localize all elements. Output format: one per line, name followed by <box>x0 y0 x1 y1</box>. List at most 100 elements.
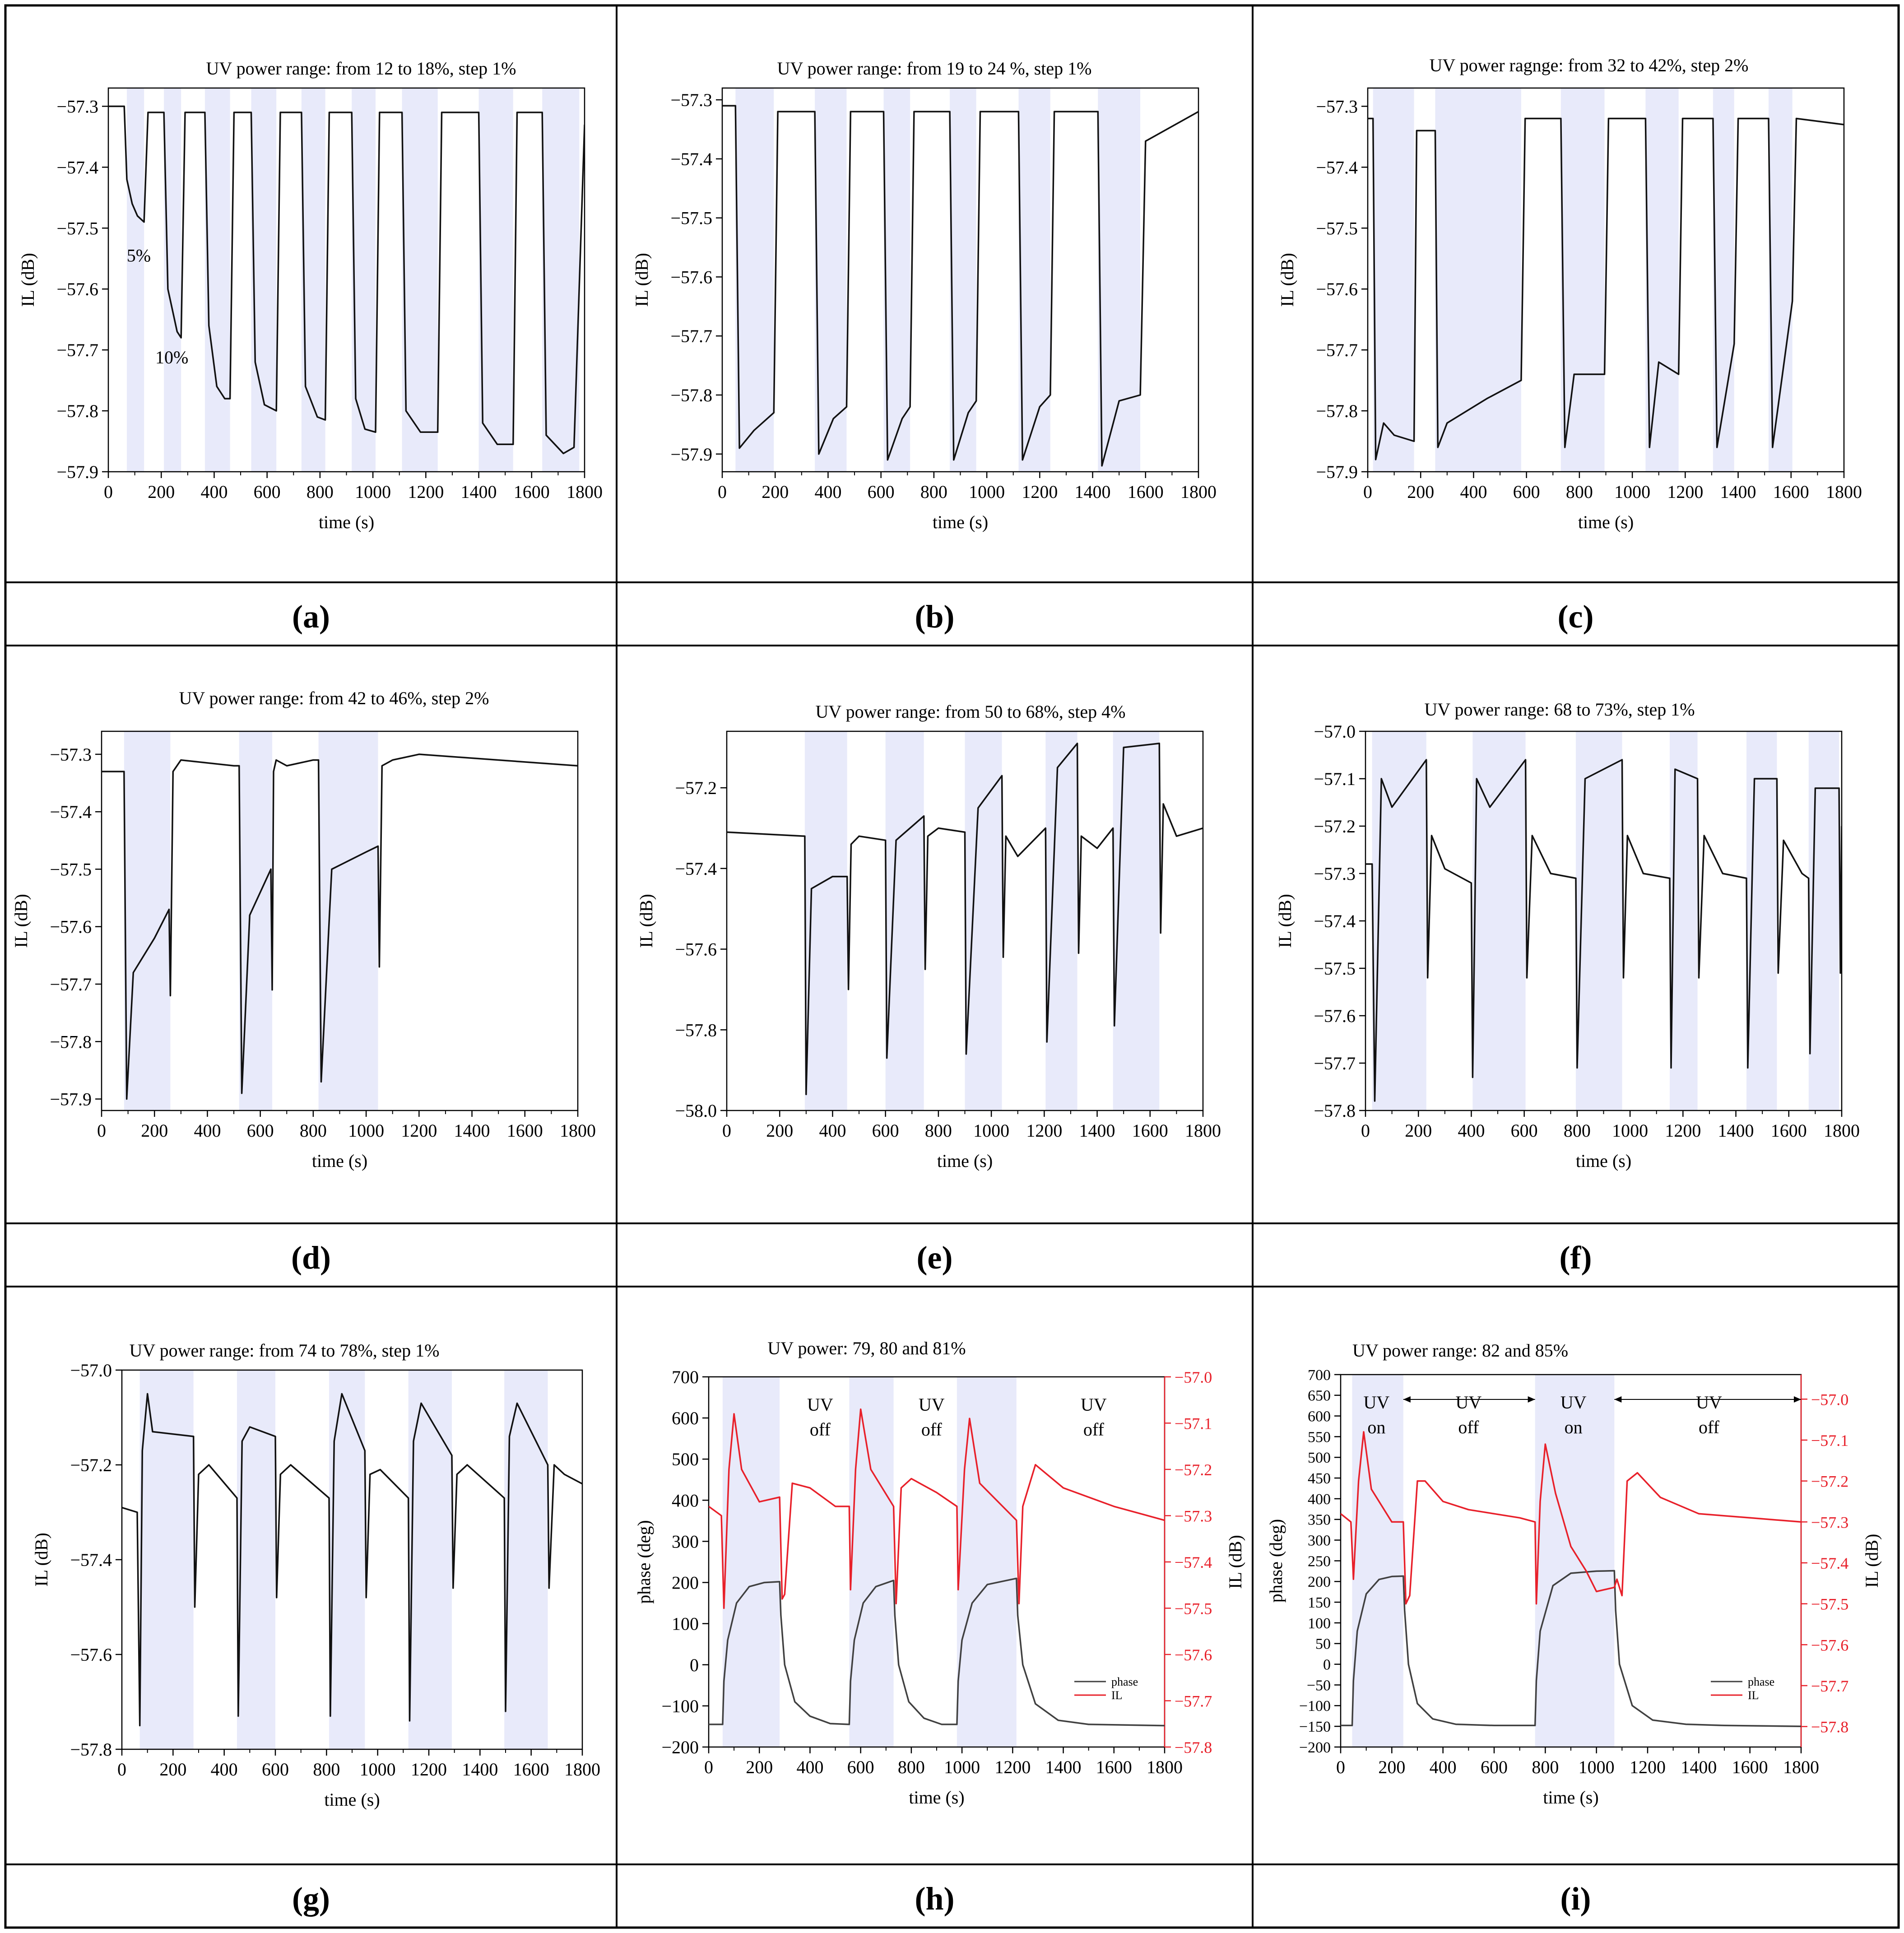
y-tick-label: −57.4 <box>50 802 92 822</box>
chart-title: UV power range: from 19 to 24 %, step 1% <box>777 58 1092 79</box>
x-tick-label: 0 <box>722 1120 731 1141</box>
uv-on-band <box>504 1370 548 1749</box>
y-tick-label: 650 <box>1308 1388 1331 1404</box>
uv-off-label-line1: UV <box>1081 1394 1107 1415</box>
x-axis-label: time (s) <box>933 512 988 532</box>
y-tick-label: −57.2 <box>675 778 717 798</box>
x-axis-label: time (s) <box>312 1151 367 1171</box>
y-tick-label: 250 <box>1308 1553 1331 1570</box>
y-tick-label: −57.7 <box>50 974 92 994</box>
y-tick-label: −57.4 <box>56 157 98 177</box>
x-tick-label: 600 <box>868 482 895 502</box>
uv-off-label-line1: UV <box>919 1394 945 1415</box>
x-tick-label: 1200 <box>1022 482 1058 502</box>
chart-title: UV power range: from 42 to 46%, step 2% <box>179 688 489 708</box>
x-tick-label: 1800 <box>1147 1757 1183 1777</box>
x-tick-label: 400 <box>194 1120 221 1141</box>
y-tick-label: −57.6 <box>56 279 98 299</box>
x-tick-label: 200 <box>159 1759 186 1780</box>
y-axis-label: IL (dB) <box>632 253 652 307</box>
uv-on-label-line1: UV <box>1560 1392 1587 1413</box>
uv-on-band <box>301 88 325 472</box>
x-tick-label: 1400 <box>1681 1757 1717 1777</box>
y-tick-label: −100 <box>661 1696 699 1716</box>
y-tick-label: 100 <box>1308 1615 1331 1632</box>
x-axis-label: time (s) <box>1576 1151 1631 1171</box>
x-tick-label: 1400 <box>1075 482 1111 502</box>
x-tick-label: 1600 <box>507 1120 543 1141</box>
x-tick-label: 1200 <box>1026 1120 1062 1141</box>
arrow-head-right <box>1528 1396 1535 1403</box>
y-axis-label: IL (dB) <box>18 253 38 307</box>
panel-h: 0 200 400 600 800 1000 1200 1400 1600 18007006005… <box>634 1338 1245 1808</box>
x-tick-label: 1400 <box>1079 1120 1115 1141</box>
y2-axis-label: IL (dB) <box>1862 1534 1882 1588</box>
y-axis-label: IL (dB) <box>1277 253 1297 307</box>
uv-on-band <box>1645 88 1679 472</box>
y-tick-label: −57.9 <box>50 1089 92 1110</box>
x-tick-label: 1600 <box>513 1759 549 1780</box>
y2-tick-label: −57.0 <box>1811 1390 1848 1408</box>
uv-on-band <box>1435 88 1521 472</box>
y-tick-label: −57.6 <box>1316 279 1358 299</box>
legend-label-phase: phase <box>1111 1675 1138 1688</box>
uv-on-label-line2: on <box>1367 1417 1385 1437</box>
y-tick-label: −57.0 <box>70 1360 112 1380</box>
arrow-head-left <box>1403 1396 1411 1403</box>
y-tick-label: −57.3 <box>670 90 712 110</box>
y-tick-label: −50 <box>1307 1677 1331 1694</box>
annotation-label: 5% <box>127 246 151 266</box>
x-tick-label: 1200 <box>411 1759 447 1780</box>
y-tick-label: −57.5 <box>670 208 712 228</box>
x-tick-label: 1600 <box>1096 1757 1132 1777</box>
y-tick-label: −57.6 <box>70 1645 112 1665</box>
y2-tick-label: −57.1 <box>1175 1415 1212 1433</box>
y-axis-label: IL (dB) <box>31 1533 51 1587</box>
subfigure-label-g: (g) <box>292 1881 330 1917</box>
y-tick-label: −57.5 <box>56 218 98 238</box>
series-line-il <box>722 105 1198 467</box>
uv-off-label-line2: off <box>921 1419 943 1440</box>
y-tick-label: 200 <box>1308 1574 1331 1590</box>
uv-on-band <box>722 1377 780 1747</box>
y-tick-label: 350 <box>1308 1512 1331 1529</box>
x-tick-label: 1000 <box>944 1757 980 1777</box>
uv-on-band <box>1372 731 1426 1111</box>
y-axis-label: phase (deg) <box>1266 1519 1286 1603</box>
y-tick-label: −57.4 <box>70 1550 112 1570</box>
x-axis-label: time (s) <box>937 1151 993 1171</box>
y2-tick-label: −57.2 <box>1175 1461 1212 1479</box>
uv-on-band <box>1575 731 1622 1111</box>
x-axis-label: time (s) <box>1578 512 1634 532</box>
uv-off-label-line1: UV <box>807 1394 833 1415</box>
x-tick-label: 600 <box>1481 1757 1508 1777</box>
x-tick-label: 1200 <box>1667 482 1703 502</box>
y-tick-label: 50 <box>1315 1636 1331 1653</box>
y2-tick-label: −57.7 <box>1175 1692 1212 1710</box>
uv-on-band <box>127 88 144 472</box>
x-tick-label: 1600 <box>1773 482 1809 502</box>
x-axis-label: time (s) <box>909 1787 964 1808</box>
x-tick-label: 1000 <box>973 1120 1009 1141</box>
x-tick-label: 800 <box>898 1757 925 1777</box>
x-tick-label: 1800 <box>1783 1757 1819 1777</box>
chart-title: UV power range: 82 and 85% <box>1352 1340 1568 1361</box>
chart-title: UV power range: from 50 to 68%, step 4% <box>816 702 1126 722</box>
y-tick-label: −150 <box>1299 1719 1331 1735</box>
y-tick-label: −57.4 <box>675 859 717 879</box>
uv-on-band <box>352 88 376 472</box>
x-tick-label: 1200 <box>408 482 444 502</box>
panel-b: 0 200 400 600 800 1000 1200 1400 1600 1800 −57.3 −5… <box>632 58 1217 532</box>
x-tick-label: 200 <box>766 1120 793 1141</box>
y-tick-label: 600 <box>672 1408 699 1428</box>
series-line-phase <box>1341 1570 1801 1727</box>
y2-tick-label: −57.2 <box>1811 1473 1848 1491</box>
y2-axis-label: IL (dB) <box>1225 1535 1245 1589</box>
x-tick-label: 800 <box>300 1120 327 1141</box>
y-tick-label: 150 <box>1308 1594 1331 1611</box>
x-tick-label: 600 <box>262 1759 289 1780</box>
y-tick-label: 400 <box>672 1490 699 1510</box>
y-tick-label: −58.0 <box>675 1101 717 1121</box>
panel-e: 0 200 400 600 800 1000 1200 1400 1600 1800 −57.2 −5… <box>636 702 1221 1171</box>
x-tick-label: 0 <box>704 1757 713 1777</box>
